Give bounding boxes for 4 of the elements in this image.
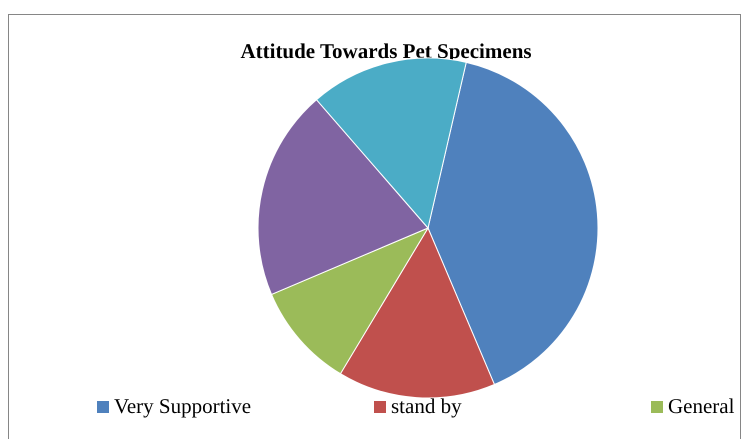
chart-title: Attitude Towards Pet Specimens — [240, 39, 532, 63]
legend-label: stand by — [391, 394, 462, 418]
legend-label: Very Supportive — [114, 394, 252, 418]
legend-label: General — [668, 394, 735, 418]
